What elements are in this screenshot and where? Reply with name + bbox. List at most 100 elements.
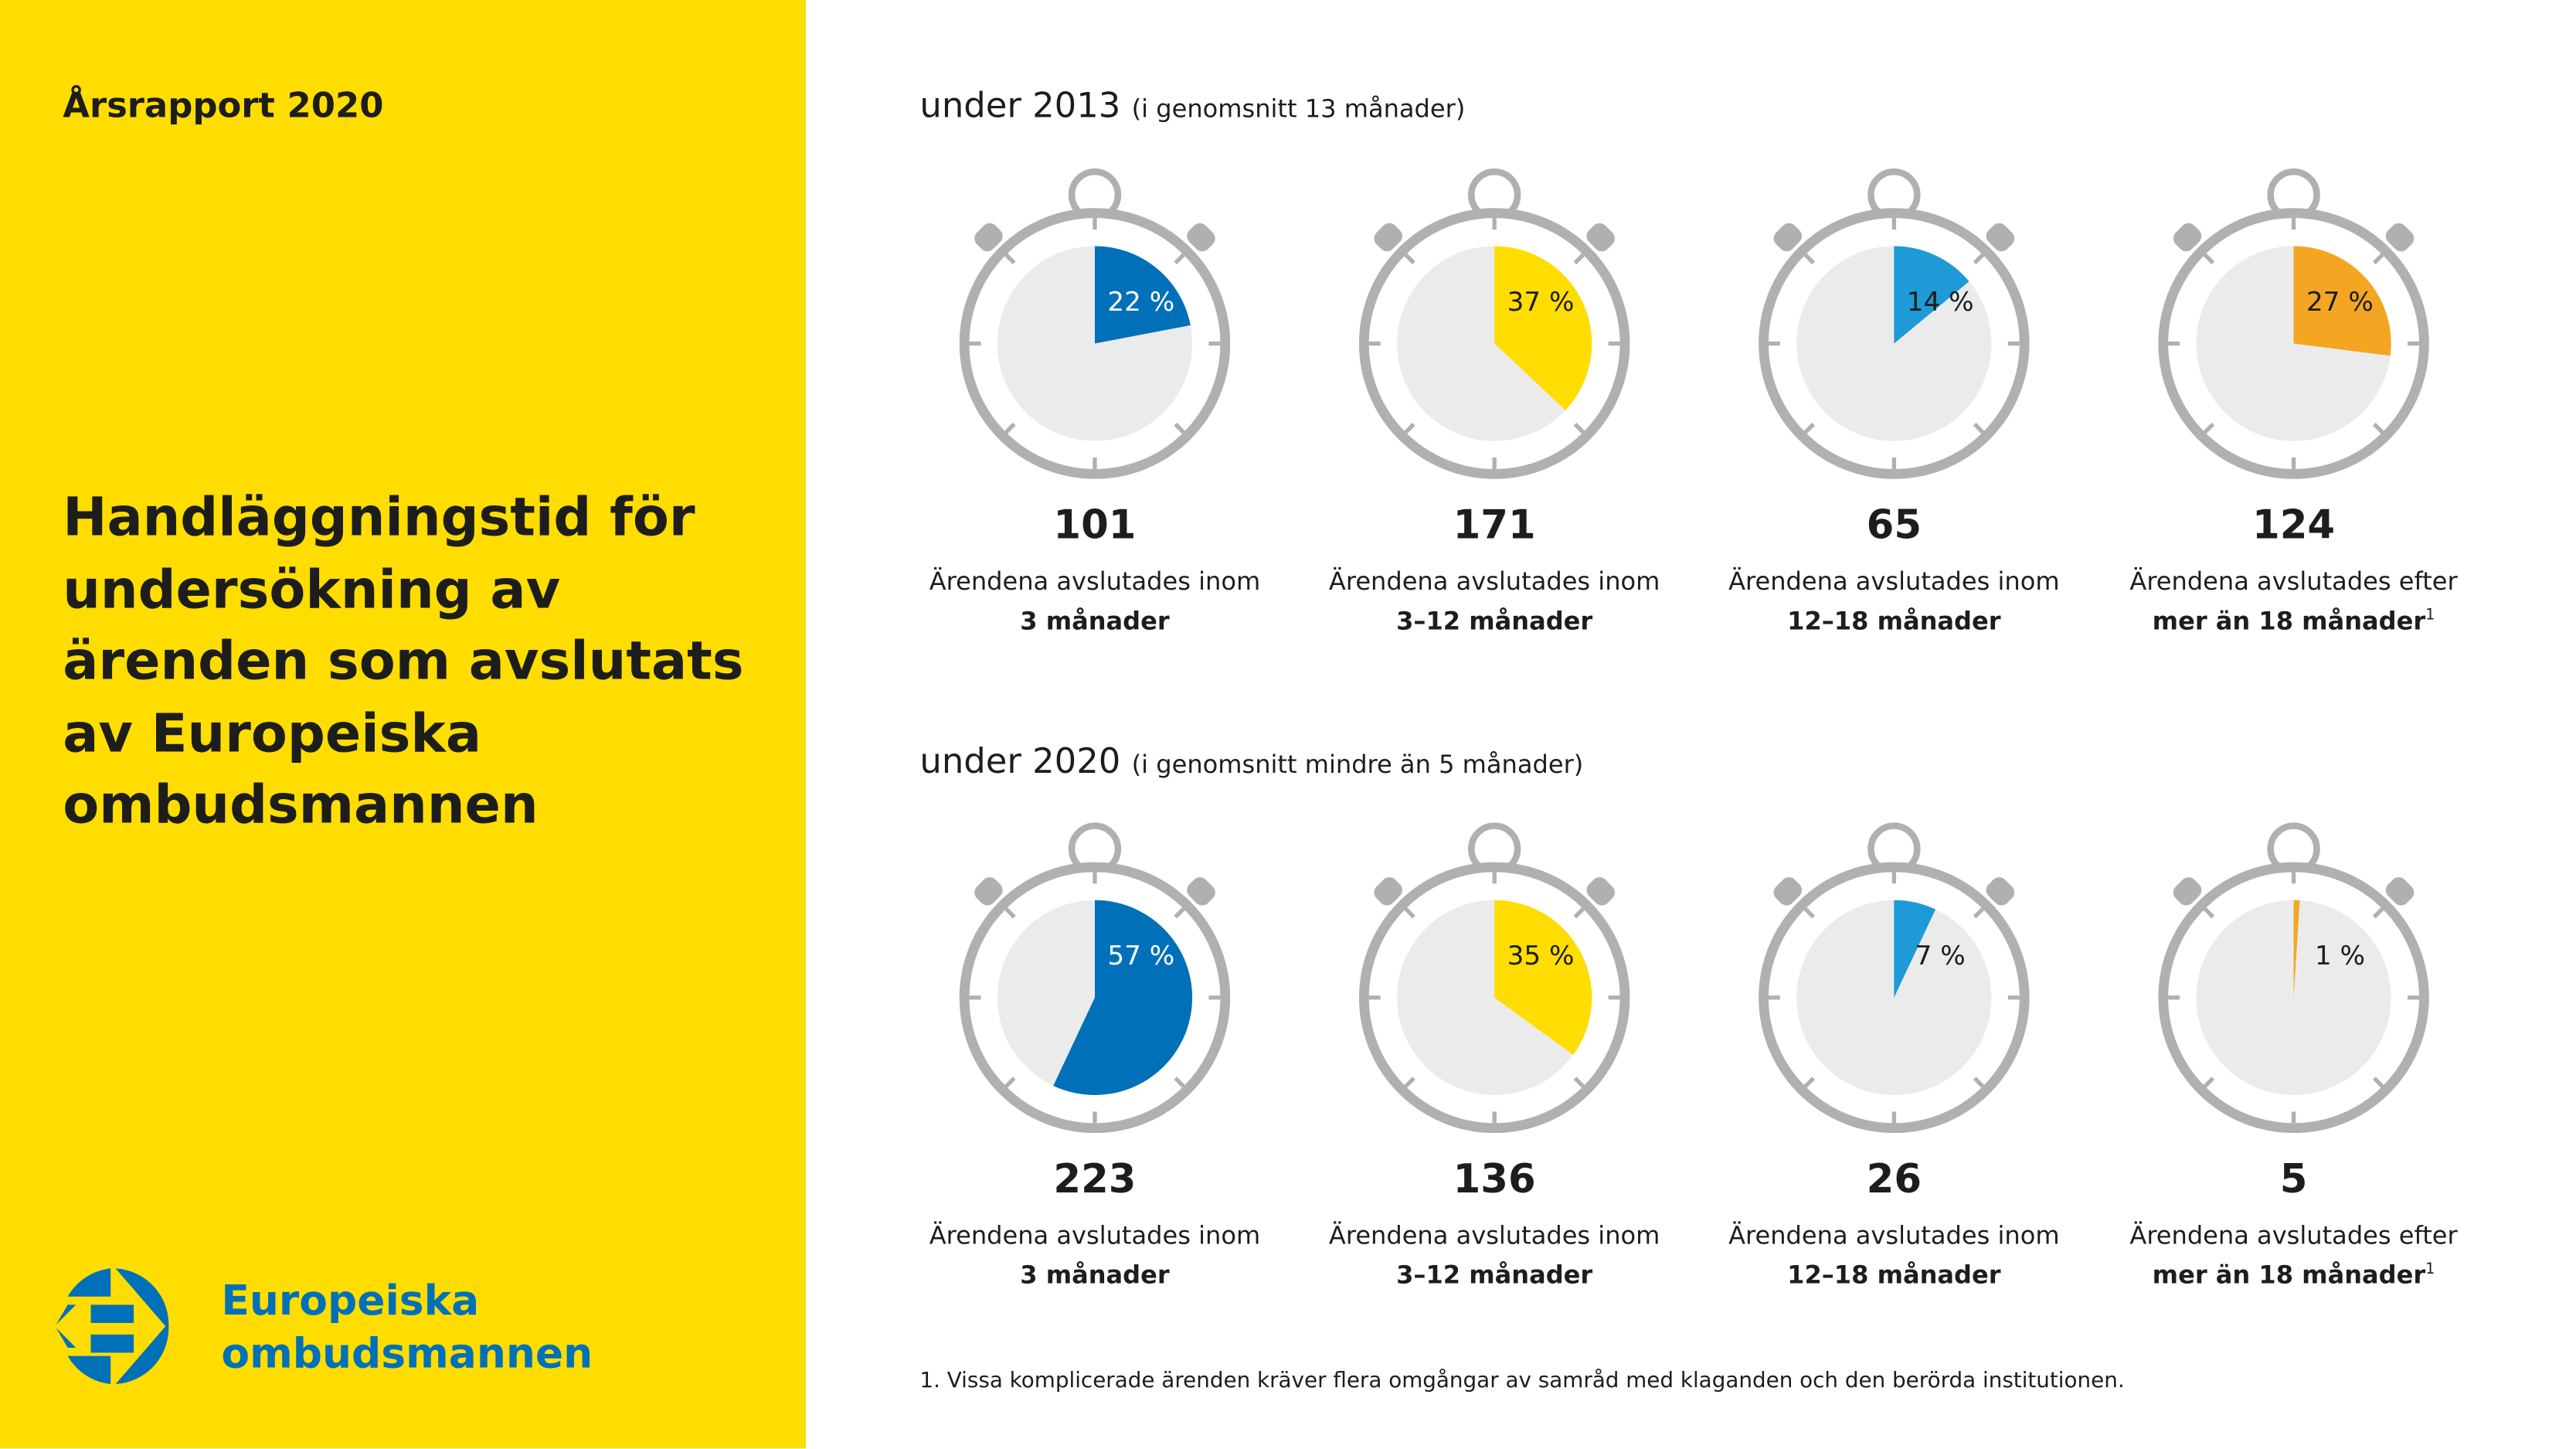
stopwatch-tick <box>2203 422 2215 434</box>
stopwatch-tick <box>1973 253 1985 265</box>
logo-text: Europeiska ombudsmannen <box>221 1275 593 1381</box>
footnote-ref: 1 <box>2425 1261 2435 1279</box>
page-title: Handläggningstid för undersökning av äre… <box>63 485 744 836</box>
case-count: 26 <box>1866 1156 1922 1202</box>
ombudsman-logo-icon <box>56 1268 169 1384</box>
heading-year: under 2020 <box>919 741 1121 781</box>
stopwatch-button <box>1773 223 1803 252</box>
pie-background <box>1796 900 1992 1095</box>
label-text: Ärendena avslutades efter <box>2129 566 2458 597</box>
stopwatch-tick <box>1004 1077 1016 1088</box>
stopwatch-button <box>2385 223 2415 252</box>
duration-label: Ärendena avslutades efter mer än 18 månad… <box>2095 565 2492 639</box>
stopwatch-tick <box>1404 422 1415 434</box>
stopwatch-tick <box>1174 1077 1185 1088</box>
label-duration: 12–18 månader <box>1787 606 2001 636</box>
percent-label: 37 % <box>1507 287 1575 318</box>
stopwatch-chart: 7 % <box>1759 822 2030 1134</box>
stopwatch-tick <box>2372 422 2384 434</box>
case-count: 65 <box>1866 502 1922 549</box>
label-duration: 3 månader <box>1020 606 1170 636</box>
pie-slice <box>2293 246 2391 356</box>
label-text: Ärendena avslutades inom <box>1728 1220 2060 1250</box>
stopwatch-button <box>1187 223 1215 252</box>
section-heading-2013: under 2013 (i genomsnitt 13 månader) <box>919 86 1465 125</box>
stopwatch-tick <box>1404 907 1415 919</box>
duration-label: Ärendena avslutades inom 3 månader <box>896 1219 1293 1293</box>
stopwatch-tick <box>1573 907 1585 919</box>
pie-slice <box>1894 900 1936 998</box>
stopwatch-button <box>1374 223 1402 252</box>
duration-label: Ärendena avslutades inom 12–18 månader <box>1696 1219 2092 1293</box>
stopwatch-tick <box>1004 907 1016 919</box>
label-duration: 3–12 månader <box>1396 1260 1593 1291</box>
stopwatch-tick <box>1803 1077 1815 1088</box>
pie-slice <box>1494 246 1592 410</box>
case-count: 171 <box>1453 502 1536 549</box>
stopwatch-button <box>1986 877 2015 906</box>
case-count: 5 <box>2279 1156 2308 1202</box>
pie-slice <box>2293 900 2300 998</box>
heading-year: under 2013 <box>919 86 1121 126</box>
heading-average: (i genomsnitt mindre än 5 månader) <box>1131 750 1584 780</box>
stopwatch-tick <box>2372 253 2384 265</box>
pie-slice <box>1894 246 1969 344</box>
footnote: 1. Vissa komplicerade ärenden kräver fle… <box>919 1369 2125 1394</box>
label-text: Ärendena avslutades inom <box>1328 566 1660 597</box>
stopwatch-button <box>1187 877 1215 906</box>
label-text: Ärendena avslutades inom <box>929 1220 1261 1250</box>
label-text: Ärendena avslutades inom <box>929 566 1261 597</box>
stopwatch-tick <box>1803 253 1815 265</box>
stopwatch-tick <box>1573 253 1585 265</box>
label-duration: mer än 18 månader <box>2152 606 2426 636</box>
stopwatch-tick <box>1174 422 1185 434</box>
label-duration: 3 månader <box>1020 1260 1170 1291</box>
stopwatch-button <box>2173 877 2202 906</box>
percent-label: 7 % <box>1915 940 1966 971</box>
stopwatch-button <box>1773 877 1803 906</box>
percent-label: 22 % <box>1107 287 1174 318</box>
percent-label: 27 % <box>2306 287 2374 318</box>
sidebar: Årsrapport 2020 Handläggningstid för und… <box>0 0 806 1449</box>
stopwatch-chart: 22 % <box>959 168 1231 479</box>
percent-label: 35 % <box>1507 940 1575 971</box>
stopwatch-button <box>2173 223 2202 252</box>
stopwatch-tick <box>1174 253 1185 265</box>
footnote-ref: 1 <box>2425 607 2435 624</box>
logo-line-1: Europeiska <box>221 1277 480 1325</box>
stopwatch-tick <box>2203 1077 2215 1088</box>
label-duration: 3–12 månader <box>1396 606 1593 636</box>
label-duration: mer än 18 månader <box>2152 1260 2426 1291</box>
stopwatch-tick <box>1803 907 1815 919</box>
stopwatch-tick <box>1973 907 1985 919</box>
duration-label: Ärendena avslutades inom 3–12 månader <box>1296 565 1693 639</box>
stopwatch-chart: 1 % <box>2158 822 2429 1134</box>
stopwatch-chart: 57 % <box>959 822 1231 1134</box>
stopwatch-tick <box>1174 907 1185 919</box>
duration-label: Ärendena avslutades inom 3 månader <box>896 565 1293 639</box>
stopwatch-chart: 27 % <box>2158 168 2429 479</box>
stopwatch-button <box>1586 223 1615 252</box>
stopwatch-tick <box>1803 422 1815 434</box>
heading-average: (i genomsnitt 13 månader) <box>1131 94 1466 124</box>
stopwatch-chart: 37 % <box>1358 168 1630 479</box>
stopwatch-tick <box>1404 1077 1415 1088</box>
case-count: 124 <box>2252 502 2336 549</box>
stopwatch-tick <box>1573 422 1585 434</box>
stopwatch-chart: 35 % <box>1358 822 1630 1134</box>
label-text: Ärendena avslutades inom <box>1728 566 2060 597</box>
stopwatch-tick <box>1404 253 1415 265</box>
logo-line-2: ombudsmannen <box>221 1329 593 1378</box>
stopwatch-tick <box>1573 1077 1585 1088</box>
pie-slice <box>1094 246 1191 344</box>
pie-slice <box>1053 900 1193 1095</box>
stopwatch-chart: 14 % <box>1759 168 2030 479</box>
label-text: Ärendena avslutades efter <box>2129 1220 2458 1250</box>
stopwatch-button <box>974 877 1003 906</box>
report-title: Årsrapport 2020 <box>63 86 384 126</box>
stopwatch-tick <box>2372 907 2384 919</box>
stopwatch-tick <box>2203 907 2215 919</box>
label-text: Ärendena avslutades inom <box>1328 1220 1660 1250</box>
